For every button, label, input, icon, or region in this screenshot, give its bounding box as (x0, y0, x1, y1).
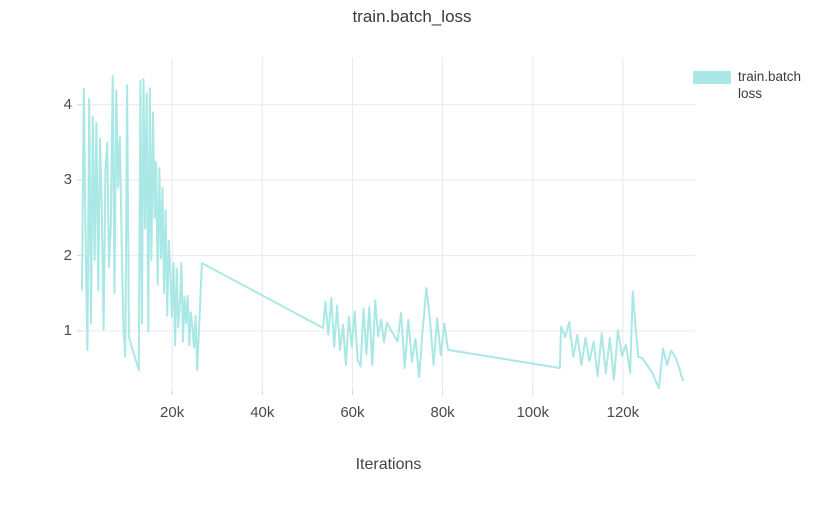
x-tick-label: 100k (516, 404, 549, 421)
y-tick-label: 3 (63, 171, 72, 189)
legend-label-line2: loss (738, 86, 763, 101)
x-axis-title: Iterations (355, 456, 422, 473)
x-tick-label: 40k (250, 404, 275, 421)
x-tick-label: 60k (340, 404, 365, 421)
legend: train.batch loss (693, 68, 801, 102)
x-tick-label: 120k (606, 404, 640, 421)
legend-label: train.batch loss (738, 68, 801, 102)
x-tick-label: 80k (430, 404, 455, 421)
y-tick-label: 1 (63, 322, 72, 340)
legend-label-line1: train.batch (738, 69, 802, 84)
legend-swatch (693, 71, 731, 84)
y-tick-label: 2 (63, 246, 72, 264)
x-tick-label: 20k (160, 404, 185, 421)
loss-curve (81, 75, 685, 390)
chart-title: train.batch_loss (352, 7, 472, 26)
legend-item[interactable]: train.batch loss (693, 68, 801, 102)
y-tick-label: 4 (63, 95, 72, 113)
